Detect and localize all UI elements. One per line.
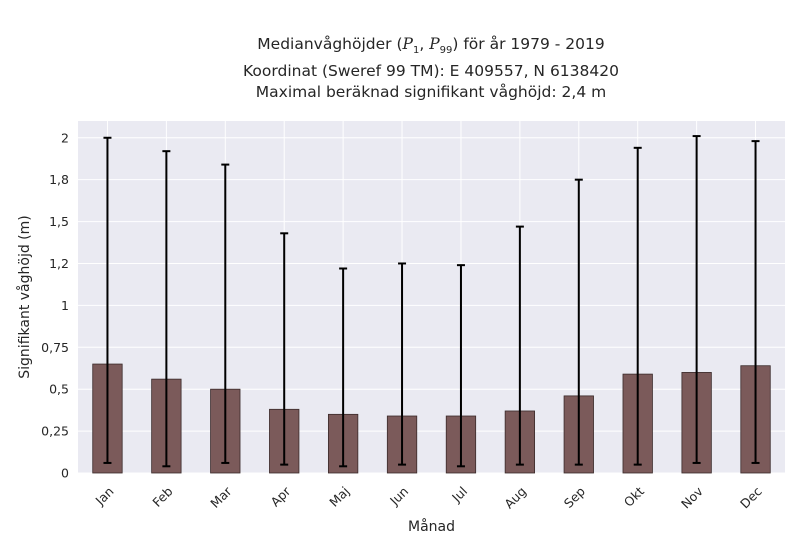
y-tick-label: 1,8 xyxy=(49,172,69,187)
y-tick-label: 1,2 xyxy=(49,256,69,271)
error-bar-dec xyxy=(751,140,760,464)
error-bar-jan xyxy=(103,136,112,464)
error-bar-maj xyxy=(339,267,348,468)
x-tick-label: Nov xyxy=(678,483,706,511)
title-line-2: Koordinat (Sweref 99 TM): E 409557, N 61… xyxy=(243,62,619,81)
x-tick-label: Mar xyxy=(207,483,235,511)
plot-area xyxy=(78,121,785,473)
y-tick-label: 0,75 xyxy=(41,340,69,355)
x-tick-label: Jun xyxy=(386,484,411,509)
x-axis-label: Månad xyxy=(408,518,455,535)
y-tick-label: 1,5 xyxy=(49,214,69,229)
error-bar-sep xyxy=(574,178,583,466)
x-tick-label: Okt xyxy=(621,484,647,510)
error-bar-jul xyxy=(456,264,465,468)
x-tick-labels: Jan Feb Mar Apr Maj Jun Jul Aug Sep Okt Nov Dec xyxy=(92,483,765,511)
x-tick-label: Dec xyxy=(737,484,765,512)
x-tick-label: Maj xyxy=(326,484,352,510)
x-tick-label: Jan xyxy=(92,484,117,509)
error-bar-nov xyxy=(692,135,701,464)
title-line-1: Medianvåghöjder (P1, P99) för år 1979 - … xyxy=(257,35,605,57)
y-tick-label: 1 xyxy=(61,298,69,313)
error-bar-aug xyxy=(515,225,524,466)
y-tick-label: 2 xyxy=(61,130,69,145)
x-tick-label: Jul xyxy=(448,484,470,506)
title-line-3: Maximal beräknad signifikant våghöjd: 2,… xyxy=(255,83,607,102)
y-tick-label: 0 xyxy=(61,466,69,481)
y-tick-label: 0,5 xyxy=(49,382,69,397)
error-bar-apr xyxy=(280,232,289,466)
x-tick-label: Sep xyxy=(561,484,588,511)
x-tick-label: Apr xyxy=(268,483,295,510)
error-bar-feb xyxy=(162,150,171,468)
y-gridlines xyxy=(78,137,785,474)
error-bar-okt xyxy=(633,146,642,466)
chart-title: Medianvåghöjder (P1, P99) för år 1979 - … xyxy=(0,34,800,103)
y-tick-label: 0,25 xyxy=(41,424,69,439)
x-tick-label: Feb xyxy=(149,484,175,510)
y-tick-labels: 0 0,25 0,5 0,75 1 1,2 1,5 1,8 2 xyxy=(41,130,69,480)
error-bar-jun xyxy=(398,262,407,466)
error-bar-mar xyxy=(221,163,230,464)
x-tick-label: Aug xyxy=(501,484,529,512)
error-bars xyxy=(103,135,760,468)
y-axis-label: Signifikant våghöjd (m) xyxy=(16,215,33,378)
